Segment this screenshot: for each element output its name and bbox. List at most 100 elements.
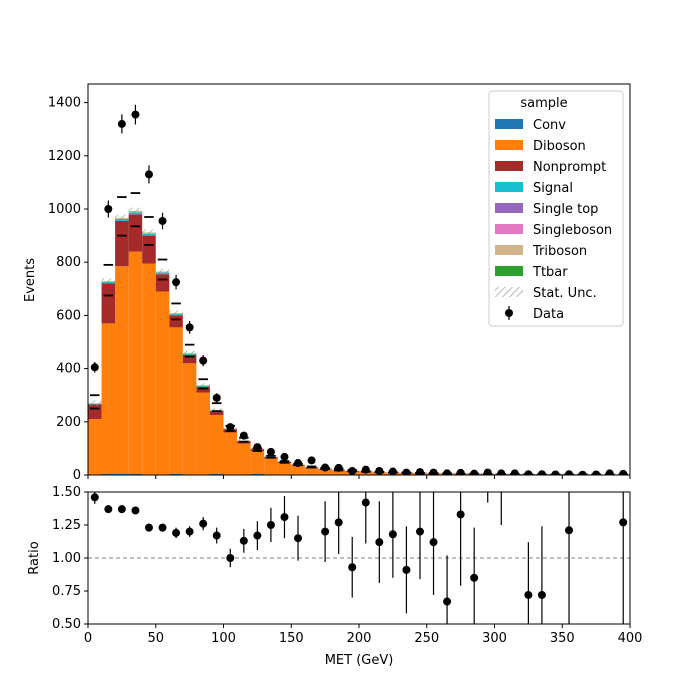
stat-unc-band xyxy=(209,408,224,412)
bar-diboson xyxy=(169,327,183,474)
bar-diboson xyxy=(250,451,265,474)
data-point xyxy=(239,431,248,440)
data-point xyxy=(524,470,533,475)
data-point xyxy=(605,469,614,475)
legend-title: sample xyxy=(520,96,567,111)
bar-nonprompt xyxy=(142,235,156,264)
stat-unc-band xyxy=(169,310,183,316)
ratio-point xyxy=(321,527,330,536)
ratio-point xyxy=(172,528,181,537)
x-tick-label: 0 xyxy=(84,631,92,646)
ratio-point xyxy=(212,531,221,540)
legend-label: Single top xyxy=(533,202,598,217)
data-point xyxy=(90,363,99,372)
bar-diboson xyxy=(88,419,102,475)
bar-conv xyxy=(250,473,265,475)
data-point xyxy=(361,465,370,474)
legend-swatch xyxy=(495,266,523,276)
data-point xyxy=(456,468,465,475)
ratio-point xyxy=(280,513,289,522)
ratio-point xyxy=(361,498,370,507)
bar-diboson xyxy=(291,465,305,475)
x-tick-label: 50 xyxy=(147,631,164,646)
bar-nonprompt xyxy=(155,274,170,292)
ratio-point xyxy=(199,519,208,528)
data-point xyxy=(266,447,275,456)
ratio-point xyxy=(90,493,99,502)
data-point xyxy=(294,459,303,468)
data-point xyxy=(172,278,181,287)
bar-conv xyxy=(115,473,129,475)
ratio-y-tick-label: 1.25 xyxy=(52,518,81,533)
data-point xyxy=(185,323,194,332)
stat-unc-band xyxy=(155,268,170,275)
stat-unc-band xyxy=(115,214,129,221)
x-tick-label: 300 xyxy=(482,631,507,646)
ratio-point xyxy=(226,554,235,562)
legend-label: Data xyxy=(533,307,564,322)
data-point xyxy=(578,470,587,475)
data-point xyxy=(212,393,221,402)
data-point xyxy=(104,205,113,214)
ratio-point xyxy=(334,518,343,527)
data-point xyxy=(415,468,424,475)
ratio-point xyxy=(565,526,574,535)
bar-diboson xyxy=(318,469,332,475)
data-point xyxy=(158,216,167,225)
legend-swatch xyxy=(495,203,523,213)
data-point xyxy=(388,467,397,475)
bar-diboson xyxy=(155,291,170,475)
bar-diboson xyxy=(182,363,197,475)
data-point xyxy=(483,468,492,475)
bar-nonprompt xyxy=(196,386,210,393)
data-point xyxy=(307,456,316,465)
data-point xyxy=(321,463,330,472)
x-tick-label: 400 xyxy=(618,631,643,646)
bar-nonprompt xyxy=(115,220,129,267)
legend-label: Ttbar xyxy=(532,265,568,280)
ratio-point xyxy=(375,538,384,547)
stat-unc-band xyxy=(196,383,210,387)
ratio-point xyxy=(117,505,126,514)
y-tick-label: 1000 xyxy=(48,202,81,217)
ratio-panel: 0.50 0.75 1.00 1.25 1.50 0 50 100 150 200 250 300 35… xyxy=(27,485,642,668)
data-point xyxy=(144,170,153,179)
ratio-point xyxy=(253,531,262,540)
data-point xyxy=(375,467,384,475)
data-point xyxy=(253,443,262,452)
stat-unc-band xyxy=(101,278,116,285)
ratio-point xyxy=(185,527,194,536)
ratio-point xyxy=(348,563,357,572)
stat-unc-band xyxy=(88,400,102,407)
x-tick-label: 150 xyxy=(279,631,304,646)
bar-nonprompt xyxy=(169,315,183,328)
ratio-point xyxy=(131,506,140,515)
data-point xyxy=(334,463,343,472)
y-tick-label: 0 xyxy=(73,468,81,483)
x-tick-label: 350 xyxy=(550,631,575,646)
bar-diboson xyxy=(128,251,143,474)
x-tick-label: 100 xyxy=(211,631,236,646)
ratio-point xyxy=(415,527,424,536)
ratio-y-tick-label: 0.75 xyxy=(52,584,81,599)
data-point xyxy=(348,467,357,475)
legend-label: Conv xyxy=(533,118,566,133)
data-point xyxy=(470,469,479,475)
ratio-point xyxy=(266,521,275,529)
y-axis-label: Events xyxy=(23,258,38,302)
legend-label: Nonprompt xyxy=(533,160,606,175)
bar-diboson xyxy=(209,415,224,474)
legend-label: Singleboson xyxy=(533,223,612,238)
ratio-point xyxy=(524,590,533,599)
bar-diboson xyxy=(223,432,238,475)
legend-swatch xyxy=(495,119,523,129)
ratio-plot xyxy=(88,492,630,624)
stacked-bars xyxy=(88,210,630,475)
data-point xyxy=(226,423,235,432)
data-point xyxy=(402,468,411,475)
y-tick-label: 200 xyxy=(56,415,81,430)
ratio-point xyxy=(239,536,248,545)
bar-diboson xyxy=(237,443,251,475)
legend-swatch xyxy=(495,161,523,171)
ratio-axes: 0.50 0.75 1.00 1.25 1.50 0 50 100 150 200 250 300 35… xyxy=(52,485,642,646)
